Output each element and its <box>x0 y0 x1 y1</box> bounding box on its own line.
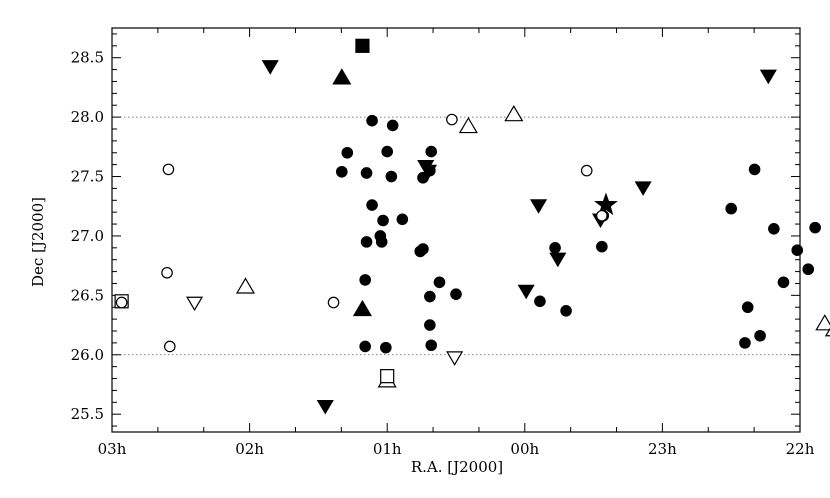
data-point-filled-circle <box>802 263 815 276</box>
data-point-filled-triangle-down <box>261 60 279 75</box>
data-point-open-triangle-up <box>235 277 256 294</box>
data-point-filled-circle <box>450 288 462 300</box>
data-point-filled-triangle-down <box>549 252 567 268</box>
data-point-filled-circle <box>739 337 751 349</box>
x-tick-label: 00h <box>510 440 539 458</box>
data-point-filled-circle <box>748 163 761 176</box>
data-point-open-triangle-down <box>186 296 204 312</box>
data-point-filled-circle <box>424 290 436 303</box>
x-tick-label: 22h <box>786 440 815 458</box>
data-point-filled-circle <box>741 301 754 314</box>
data-point-open-circle <box>163 340 176 353</box>
data-point-filled-circle <box>560 304 572 317</box>
data-point-filled-circle <box>425 145 438 158</box>
data-point-filled-circle <box>791 244 804 256</box>
data-point-filled-circle <box>385 170 398 183</box>
axes-layer <box>111 27 801 433</box>
y-tick-label: 25.5 <box>71 405 104 423</box>
data-point-filled-circle <box>360 167 373 179</box>
data-point-filled-circle <box>381 145 393 158</box>
data-point-filled-circle <box>809 221 821 234</box>
data-point-filled-circle <box>335 165 348 178</box>
data-point-filled-triangle-down <box>530 199 548 214</box>
data-point-filled-circle <box>417 243 429 255</box>
data-point-filled-circle <box>360 236 373 248</box>
data-point-filled-circle <box>596 240 608 253</box>
data-point-open-triangle-up <box>458 116 478 134</box>
data-point-filled-circle <box>725 202 737 215</box>
data-point-filled-triangle-down <box>316 400 334 415</box>
data-point-open-circle <box>327 296 340 309</box>
y-axis-label: Dec [J2000] <box>29 197 47 287</box>
data-point-filled-circle <box>375 236 388 248</box>
data-point-filled-triangle-down <box>419 164 438 180</box>
data-point-filled-circle <box>433 276 446 289</box>
data-point-open-circle <box>446 113 458 126</box>
data-point-filled-triangle-up <box>332 68 352 85</box>
labels-layer: R.A. [J2000] Dec [J2000] 03h 02h 01h 00h 23h… <box>29 49 815 476</box>
data-point-filled-star <box>594 192 618 216</box>
data-point-open-triangle-up <box>824 327 830 337</box>
data-point-filled-circle <box>366 199 378 211</box>
data-point-open-triangle-down <box>446 351 464 366</box>
x-tick-label: 23h <box>648 440 677 458</box>
data-point-open-circle <box>596 209 608 222</box>
y-tick-label: 27.5 <box>71 168 104 186</box>
data-point-filled-circle <box>424 319 436 331</box>
data-point-filled-square <box>355 38 370 53</box>
data-point-open-triangle-up <box>504 105 524 122</box>
data-point-filled-triangle-down <box>517 284 535 300</box>
data-point-open-circle <box>115 296 128 309</box>
data-point-filled-circle <box>396 213 409 226</box>
data-point-filled-circle <box>754 329 766 342</box>
grid-layer <box>112 116 800 356</box>
data-point-filled-circle <box>366 114 378 127</box>
data-point-filled-triangle-down <box>634 181 652 196</box>
y-tick-label: 26.0 <box>71 346 104 364</box>
data-point-filled-circle <box>377 214 389 227</box>
data-point-filled-triangle-up <box>352 299 372 317</box>
x-axis-label: R.A. [J2000] <box>411 458 503 476</box>
x-tick-label: 02h <box>235 440 264 458</box>
data-point-filled-circle <box>380 341 392 354</box>
data-point-filled-circle <box>777 276 790 289</box>
data-point-filled-circle <box>549 242 561 254</box>
data-point-filled-circle <box>534 295 546 308</box>
x-tick-label: 01h <box>373 440 402 458</box>
plot-frame <box>111 27 801 433</box>
y-tick-label: 28.0 <box>71 108 104 126</box>
data-point-open-circle <box>580 164 593 177</box>
y-tick-label: 28.5 <box>71 49 104 67</box>
y-tick-label: 26.5 <box>71 286 104 304</box>
data-point-filled-circle <box>425 339 438 352</box>
data-point-filled-circle <box>768 223 780 235</box>
data-point-filled-circle <box>359 340 371 353</box>
x-tick-label: 03h <box>98 440 127 458</box>
data-point-filled-circle <box>341 146 354 159</box>
data-point-open-circle <box>162 163 175 176</box>
marks-layer <box>114 38 830 415</box>
data-point-open-triangle-up <box>815 314 830 331</box>
data-point-filled-circle <box>359 274 371 286</box>
y-tick-label: 27.0 <box>71 227 104 245</box>
data-point-open-circle <box>161 266 173 279</box>
data-point-open-square <box>380 369 395 384</box>
data-point-filled-circle <box>386 119 399 132</box>
data-point-filled-triangle-down <box>759 69 777 85</box>
